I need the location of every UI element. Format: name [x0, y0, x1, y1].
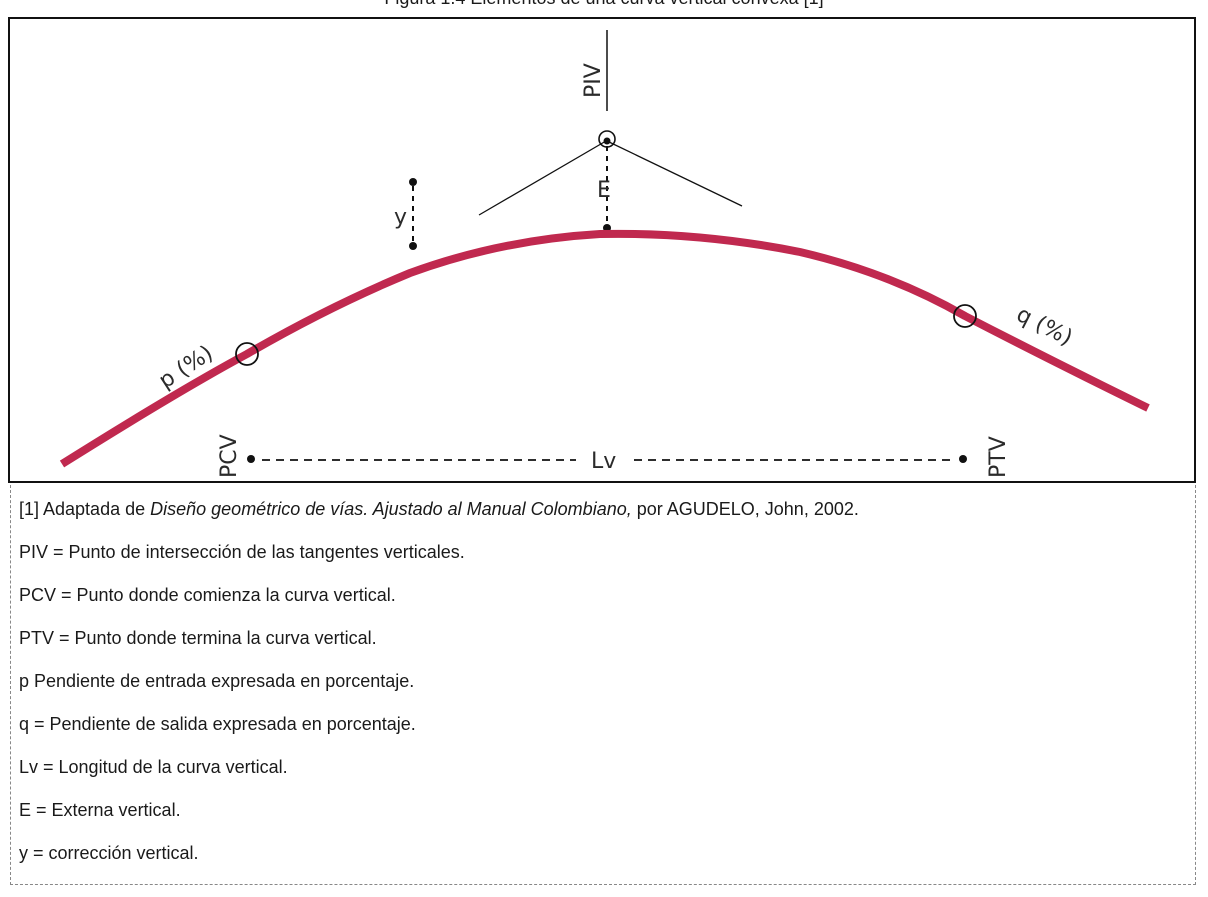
piv-point-dot	[603, 137, 611, 145]
notes-section: [1] Adaptada de Diseño geométrico de vía…	[10, 485, 1196, 885]
note-e-definition: E = Externa vertical.	[19, 800, 181, 820]
entry-tangent-line	[478, 140, 607, 216]
note-ptv-definition: PTV = Punto donde termina la curva verti…	[19, 628, 377, 648]
diagram-canvas: PIV E y p (%) q (%) PCV PTV Lv	[59, 30, 1150, 478]
note-piv-definition: PIV = Punto de intersección de las tange…	[19, 542, 465, 562]
figure-caption: Figura 1.4 Elementos de una curva vertic…	[0, 0, 1208, 8]
note-y-definition: y = corrección vertical.	[19, 843, 199, 863]
ptv-label: PTV	[986, 436, 1011, 478]
vertical-curve-diagram: PIV E y p (%) q (%) PCV PTV Lv	[8, 17, 1196, 483]
lv-label: Lv	[591, 449, 616, 474]
piv-label: PIV	[581, 63, 606, 98]
exit-tangent-line	[606, 140, 743, 207]
ptv-dimension-dot	[959, 455, 967, 463]
e-label: E	[597, 178, 611, 203]
y-bottom-dot	[409, 242, 417, 250]
pcv-label: PCV	[217, 434, 242, 478]
source-book-title: Diseño geométrico de vías. Ajustado al M…	[150, 499, 632, 519]
note-lv-definition: Lv = Longitud de la curva vertical.	[19, 757, 288, 777]
y-top-dot	[409, 178, 417, 186]
pcv-curve-marker	[235, 342, 259, 366]
source-note: [1] Adaptada de Diseño geométrico de vía…	[19, 498, 859, 520]
pcv-dimension-dot	[247, 455, 255, 463]
source-note-suffix: por AGUDELO, John, 2002.	[631, 499, 859, 519]
note-q-definition: q = Pendiente de salida expresada en por…	[19, 714, 416, 734]
ptv-curve-marker	[953, 304, 977, 328]
vertical-curve-path	[59, 229, 1150, 468]
note-pcv-definition: PCV = Punto donde comienza la curva vert…	[19, 585, 396, 605]
note-p-definition: p Pendiente de entrada expresada en porc…	[19, 671, 415, 691]
y-label: y	[394, 205, 407, 230]
source-note-prefix: [1] Adaptada de	[19, 499, 151, 519]
